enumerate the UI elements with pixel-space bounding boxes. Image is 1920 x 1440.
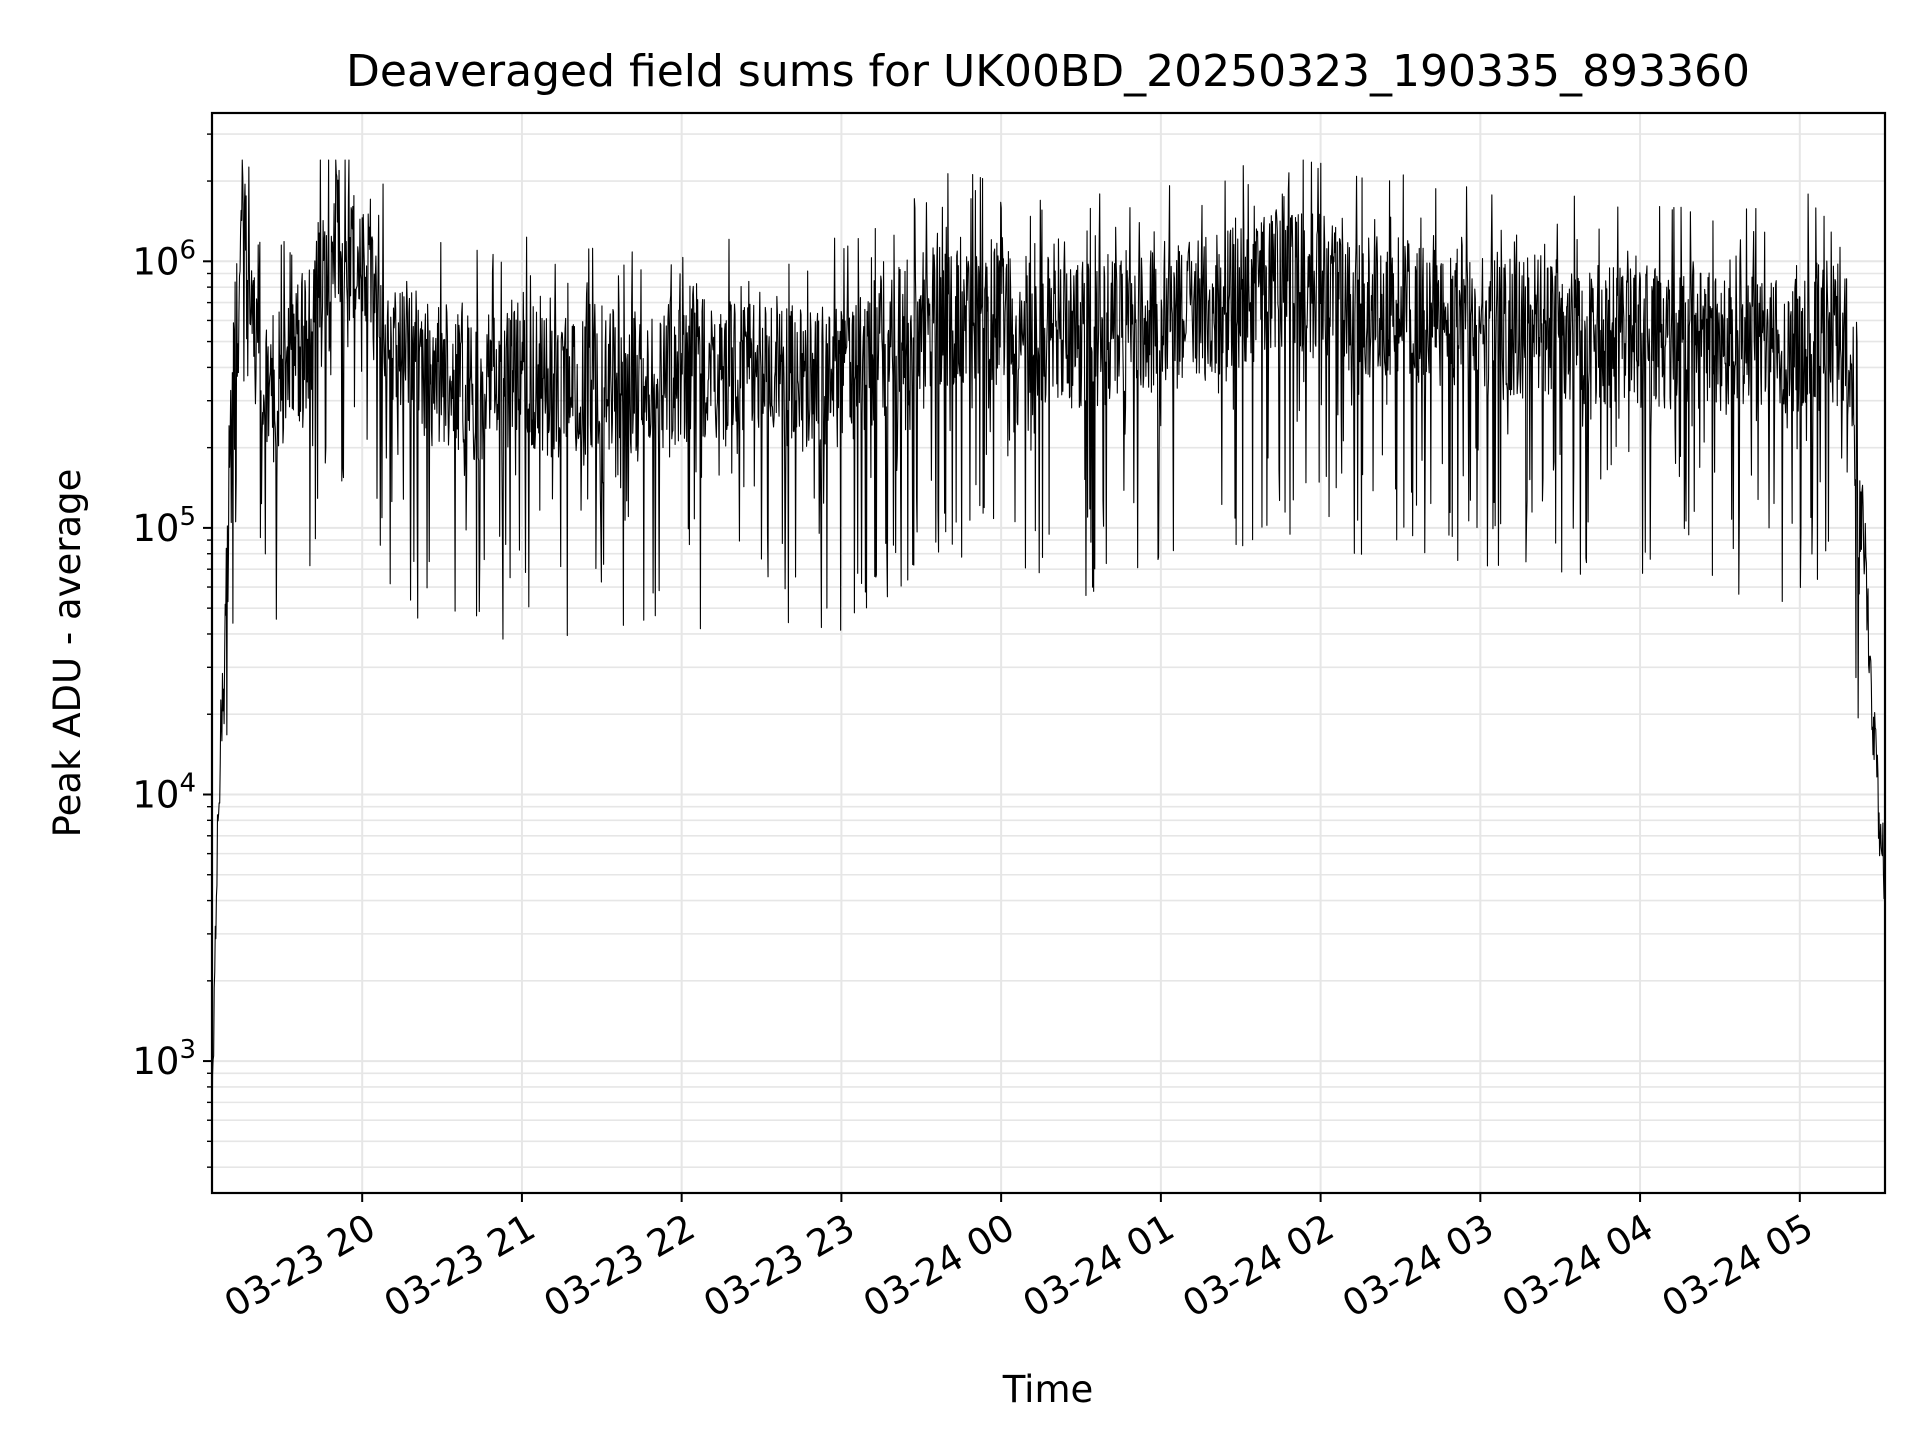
- data-layer: [211, 159, 1886, 1158]
- grid-layer: [212, 113, 1885, 1193]
- series-line: [211, 159, 1886, 1158]
- y-tick-label: 104: [132, 768, 196, 816]
- x-axis-label: Time: [1002, 1368, 1094, 1411]
- chart-title: Deaveraged field sums for UK00BD_2025032…: [346, 46, 1750, 97]
- y-tick-label: 105: [132, 502, 196, 550]
- y-axis-label: Peak ADU - average: [46, 469, 89, 838]
- plot-frame: [210, 111, 1887, 1195]
- y-tick-label: 106: [132, 235, 196, 283]
- y-tick-label: 103: [132, 1035, 196, 1083]
